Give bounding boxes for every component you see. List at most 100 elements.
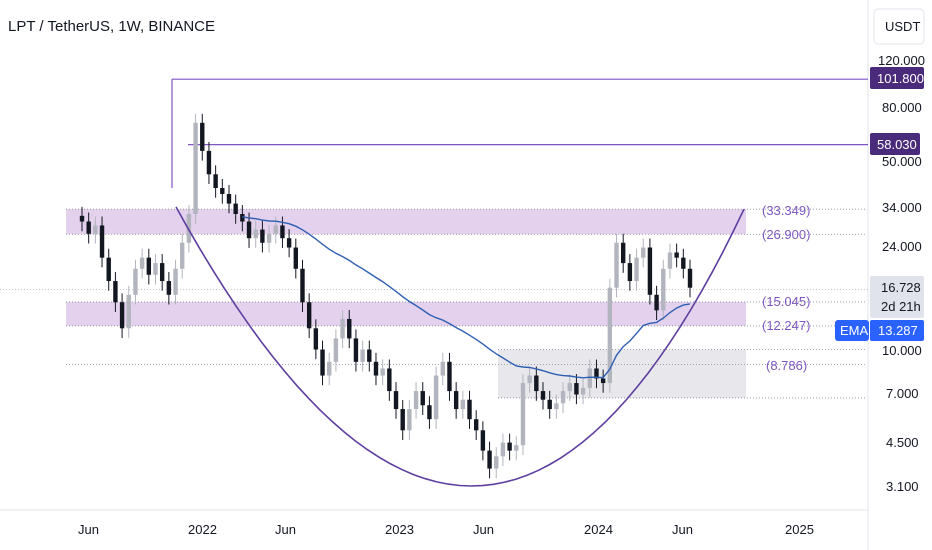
candle-body xyxy=(567,383,572,392)
candle-body xyxy=(300,268,305,303)
candle-body xyxy=(380,368,385,376)
candle-body xyxy=(220,188,225,194)
candle-body xyxy=(473,419,479,431)
candle-body xyxy=(661,268,666,311)
candle-body xyxy=(453,391,459,410)
price-axis[interactable]: 120.000 80.000 50.000 34.000 24.000 10.0… xyxy=(878,53,925,494)
candle-body xyxy=(413,391,419,410)
candle-body xyxy=(580,387,586,395)
candle-body xyxy=(213,174,218,189)
chart-title: LPT / TetherUS, 1W, BINANCE xyxy=(8,18,215,35)
candle-body xyxy=(240,214,245,222)
candle-body xyxy=(246,221,252,239)
candle-body xyxy=(460,399,466,410)
candle-body xyxy=(667,252,673,269)
candle-body xyxy=(119,302,125,329)
candle-body xyxy=(293,247,299,269)
candle-body xyxy=(280,225,285,239)
candle-body xyxy=(681,257,686,269)
time-label: Jun xyxy=(473,522,494,537)
candle-body xyxy=(547,399,552,410)
candle-body xyxy=(166,281,172,295)
ema-value-text: 13.287 xyxy=(878,323,918,338)
secondary-price-tag-text: 58.030 xyxy=(877,137,917,152)
candle-body xyxy=(627,263,633,282)
countdown-text: 2d 21h xyxy=(881,299,921,314)
candle-body xyxy=(540,391,546,400)
time-axis[interactable]: Jun 2022 Jun 2023 Jun 2024 Jun 2025 xyxy=(78,522,814,537)
candle-body xyxy=(86,221,91,234)
candle-body xyxy=(607,287,613,384)
time-label: 2022 xyxy=(188,522,217,537)
candle-body xyxy=(500,442,506,457)
time-label: 2023 xyxy=(385,522,414,537)
ema-value-tag xyxy=(870,320,924,341)
candle-body xyxy=(420,391,425,406)
candle-body xyxy=(494,456,499,469)
level-label-12247: (12.247) xyxy=(762,318,810,333)
candle-body xyxy=(480,430,486,451)
currency-button[interactable] xyxy=(873,8,925,45)
candle-body xyxy=(260,229,265,243)
candle-body xyxy=(99,225,105,258)
candle-body xyxy=(387,368,392,392)
high-price-tag-text: 101.800 xyxy=(877,71,924,86)
price-label: 10.000 xyxy=(882,343,922,358)
level-label-26900: (26.900) xyxy=(762,227,810,242)
candle-body xyxy=(93,225,98,234)
last-price-text: 16.728 xyxy=(881,280,921,295)
candle-body xyxy=(159,263,165,282)
price-label: 120.000 xyxy=(878,53,925,68)
candle-body xyxy=(641,247,646,258)
candle-body xyxy=(594,368,599,379)
candle-body xyxy=(427,405,432,420)
candle-body xyxy=(440,361,445,376)
candle-body xyxy=(514,445,519,451)
candle-body xyxy=(186,214,192,243)
candle-body xyxy=(560,391,566,404)
price-label: 7.000 xyxy=(886,386,919,401)
candle-body xyxy=(527,375,532,384)
candle-body xyxy=(600,378,606,384)
time-label: Jun xyxy=(672,522,693,537)
candle-body xyxy=(360,349,365,362)
zone-rect xyxy=(66,301,746,326)
candle-body xyxy=(674,252,679,258)
candle-body xyxy=(206,150,212,175)
candle-body xyxy=(634,257,639,282)
plot-area[interactable] xyxy=(0,0,868,510)
ema-name-tag xyxy=(835,320,869,341)
secondary-price-tag xyxy=(870,133,920,155)
candle-body xyxy=(153,263,158,275)
candle-body xyxy=(173,268,178,295)
candle-body xyxy=(620,242,626,264)
price-label: 24.000 xyxy=(882,239,922,254)
high-price-tag xyxy=(870,67,924,89)
candle-body xyxy=(273,225,278,234)
candle-body xyxy=(400,409,405,431)
currency-button-label: USDT xyxy=(885,19,920,34)
candle-body xyxy=(654,294,659,311)
candle-body xyxy=(347,318,352,339)
candles-layer xyxy=(79,113,693,479)
candle-body xyxy=(353,338,359,362)
levels-layer xyxy=(171,78,868,189)
level-label-33349: (33.349) xyxy=(762,203,810,218)
candle-body xyxy=(193,122,198,215)
candle-body xyxy=(233,203,238,215)
candle-body xyxy=(306,302,312,329)
candle-body xyxy=(393,391,399,410)
candle-body xyxy=(313,328,319,350)
candle-body xyxy=(146,257,152,275)
candle-body xyxy=(340,318,345,339)
level-label-15045: (15.045) xyxy=(762,294,810,309)
candle-body xyxy=(113,281,118,303)
time-label: Jun xyxy=(78,522,99,537)
candle-body xyxy=(226,193,232,204)
candle-body xyxy=(534,375,539,392)
candle-body xyxy=(507,442,512,451)
price-label: 50.000 xyxy=(882,154,922,169)
candle-body xyxy=(554,403,559,410)
ema-line xyxy=(242,216,691,379)
